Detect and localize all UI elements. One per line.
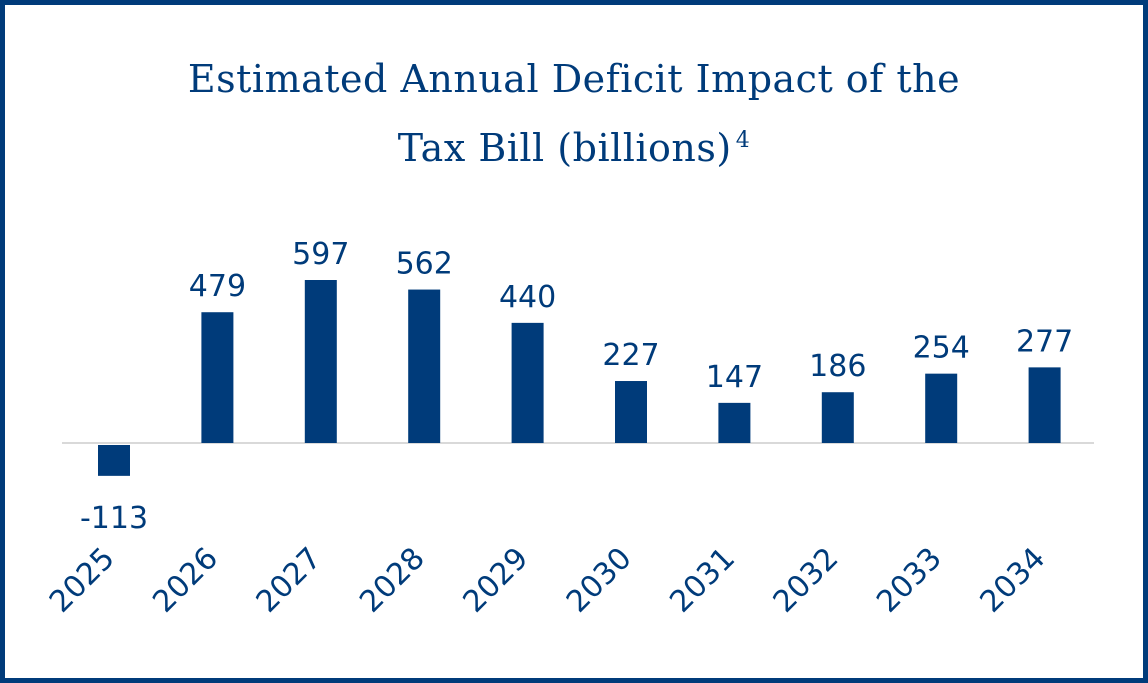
bar-2033 bbox=[925, 373, 958, 443]
x-tick-label-2028: 2028 bbox=[353, 541, 432, 620]
data-label-2032: 186 bbox=[809, 349, 866, 384]
bar-2031 bbox=[718, 402, 751, 443]
data-label-2033: 254 bbox=[913, 331, 970, 366]
data-label-2029: 440 bbox=[499, 280, 556, 315]
data-label-2028: 562 bbox=[396, 247, 453, 282]
x-tick-label-2031: 2031 bbox=[663, 541, 742, 620]
bar-2029 bbox=[511, 322, 544, 443]
x-tick-label-2033: 2033 bbox=[870, 541, 949, 620]
x-tick-label-2027: 2027 bbox=[250, 541, 329, 620]
x-tick-label-2025: 2025 bbox=[43, 541, 122, 620]
x-tick-label-2032: 2032 bbox=[767, 541, 846, 620]
data-label-2026: 479 bbox=[189, 269, 246, 304]
x-tick-label-2026: 2026 bbox=[146, 541, 225, 620]
data-label-2025: -113 bbox=[80, 501, 148, 536]
bar-2028 bbox=[408, 289, 441, 443]
x-tick-label-2029: 2029 bbox=[457, 541, 536, 620]
chart-title-line2: Tax Bill (billions) bbox=[397, 126, 732, 170]
bar-2025 bbox=[98, 445, 130, 476]
data-label-2034: 277 bbox=[1016, 324, 1073, 359]
bar-2027 bbox=[304, 280, 337, 443]
x-tick-label-2030: 2030 bbox=[560, 541, 639, 620]
bar-2030 bbox=[615, 381, 647, 443]
data-label-2027: 597 bbox=[292, 237, 349, 272]
bar-2032 bbox=[821, 392, 854, 443]
bar-2034 bbox=[1028, 367, 1061, 443]
chart-title: Estimated Annual Deficit Impact of the T… bbox=[0, 48, 1148, 179]
data-label-2030: 227 bbox=[602, 338, 659, 373]
x-tick-label-2034: 2034 bbox=[974, 541, 1053, 620]
title-footnote-marker: 4 bbox=[735, 128, 751, 153]
data-label-2031: 147 bbox=[706, 360, 763, 395]
bar-2026 bbox=[201, 312, 234, 443]
chart-title-line1: Estimated Annual Deficit Impact of the bbox=[187, 57, 961, 101]
